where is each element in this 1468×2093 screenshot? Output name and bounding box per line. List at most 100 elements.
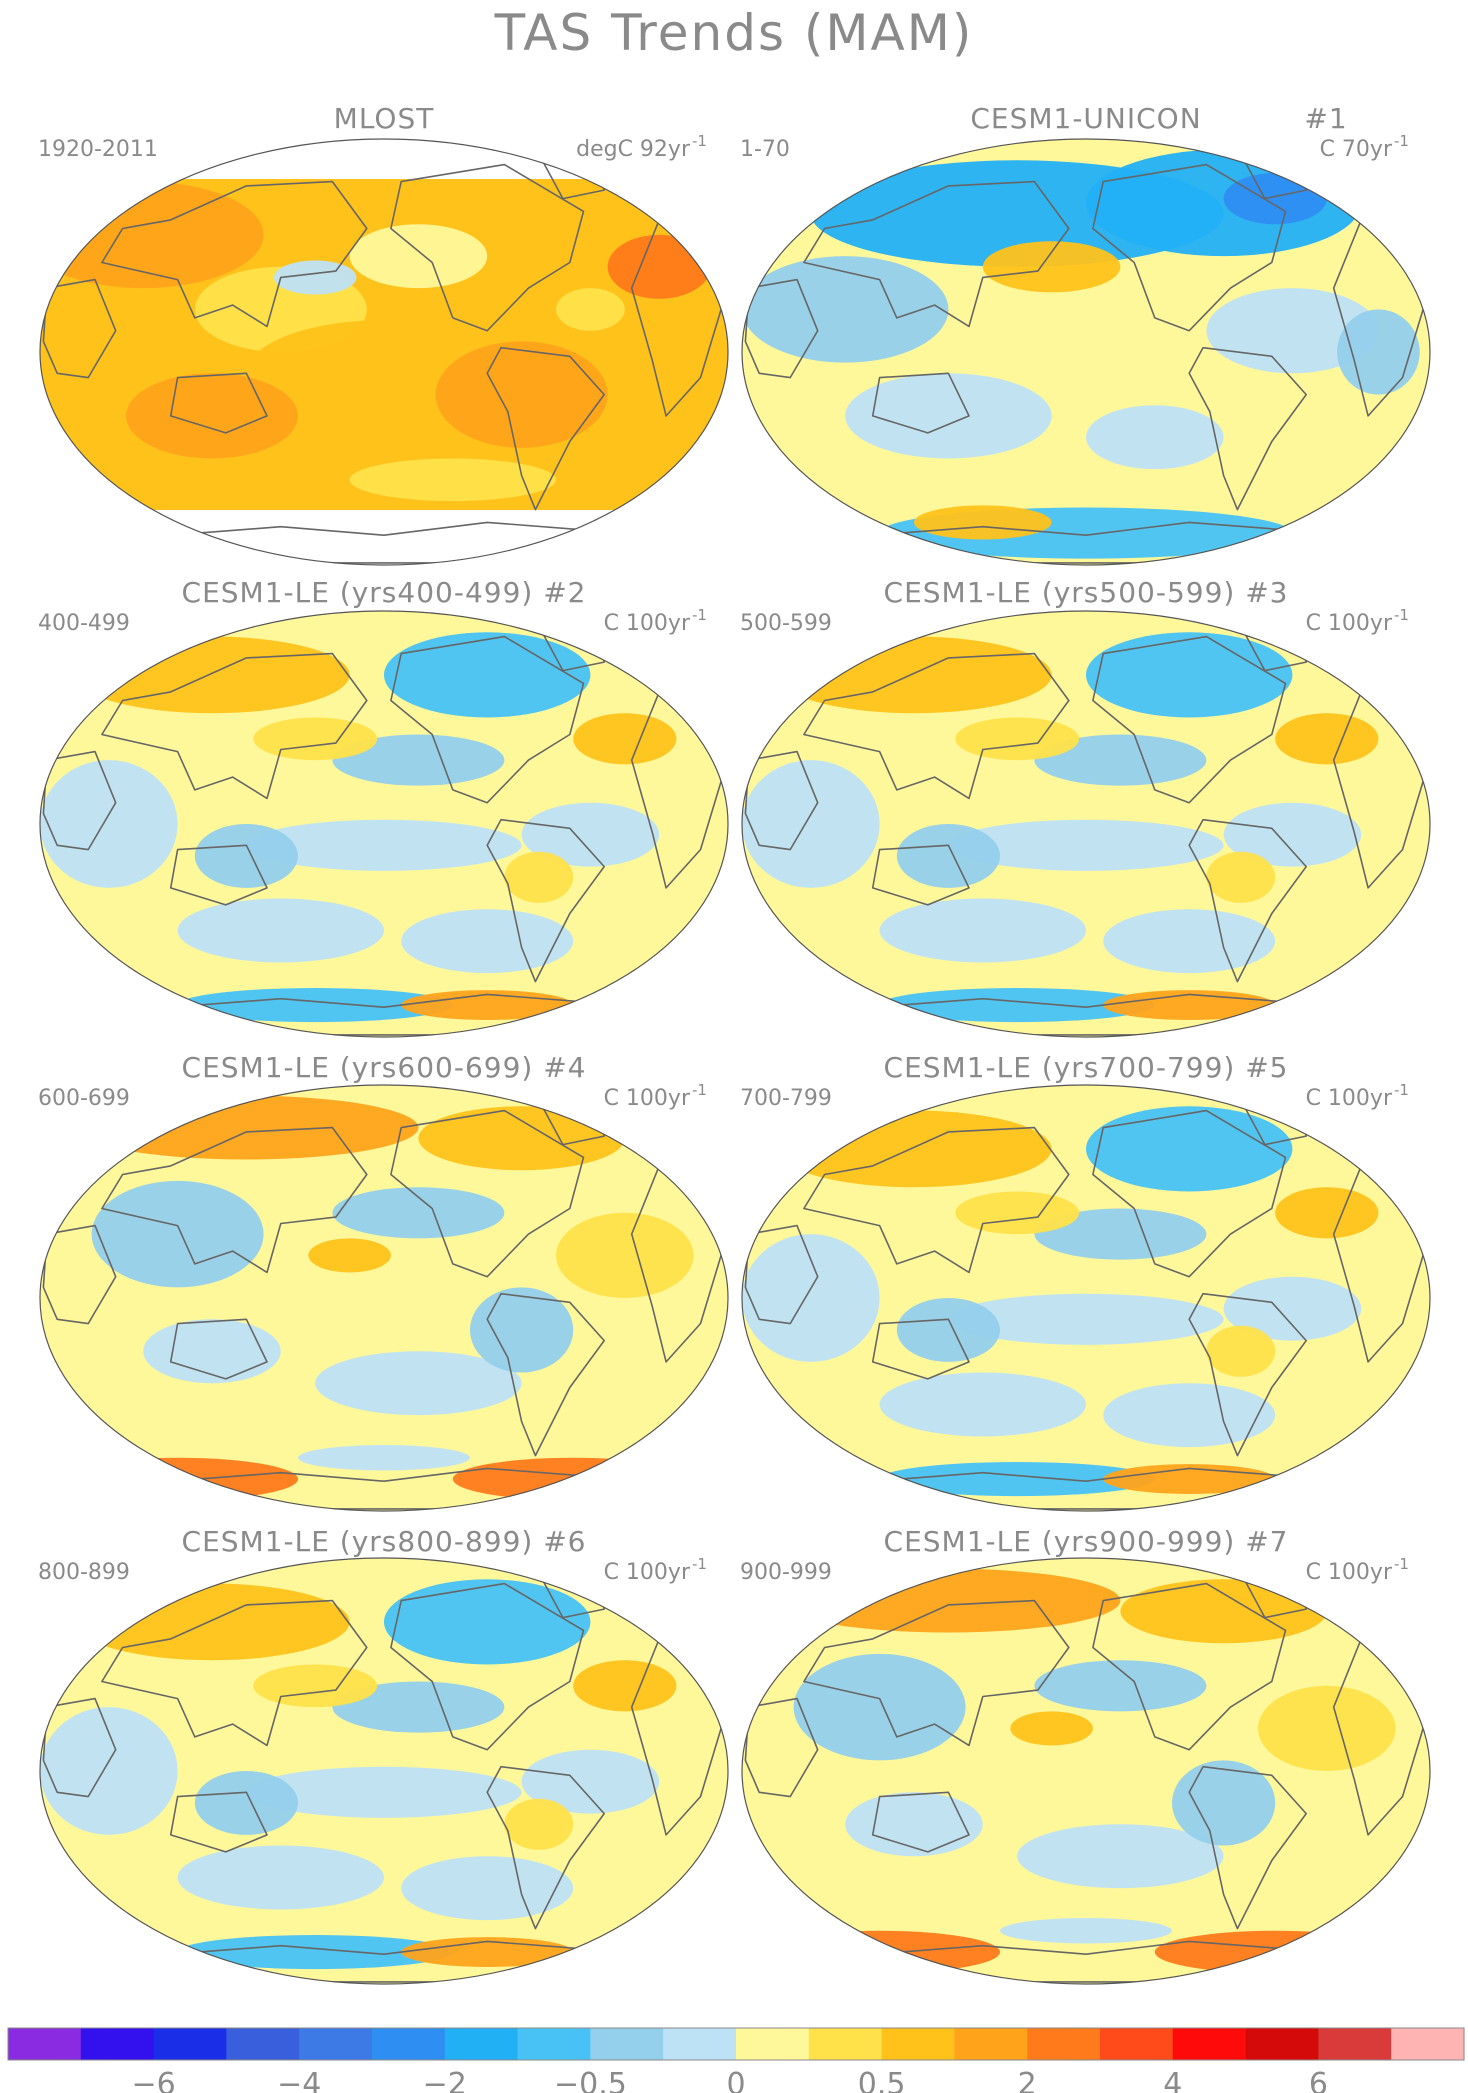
colorbar-tick-label: 4 [1163, 2067, 1182, 2093]
trend-anomaly-region [1206, 1325, 1276, 1377]
panel-period: 900-999 [740, 1560, 832, 1585]
trend-anomaly-region [504, 851, 574, 903]
trend-anomaly-region [742, 256, 949, 363]
trend-anomaly-region [384, 632, 591, 718]
coastline [744, 1224, 819, 1325]
trend-anomaly-region [1120, 1579, 1327, 1644]
colorbar-swatch [1318, 2028, 1392, 2060]
trend-anomaly-region [74, 636, 350, 714]
trend-anomaly-region [435, 341, 608, 448]
colorbar-swatch [372, 2028, 446, 2060]
panel-units-exponent: -1 [1394, 1081, 1409, 1099]
coastline [1188, 1765, 1307, 1930]
trend-anomaly-region [332, 1187, 505, 1239]
trend-anomaly-region [1010, 1711, 1093, 1746]
trend-anomaly-region [504, 1798, 574, 1850]
trend-anomaly-region [1172, 1760, 1276, 1846]
panel-units: C 100yr [604, 1560, 691, 1585]
trend-anomaly-region [521, 1749, 660, 1814]
coastline [1188, 818, 1307, 983]
coastline [169, 1318, 268, 1380]
trend-anomaly-region [177, 1935, 453, 1970]
trend-anomaly-region [349, 458, 556, 502]
panel-units: C 100yr [1306, 1560, 1393, 1585]
coastline [486, 346, 605, 511]
colorbar-swatch [736, 2028, 810, 2060]
panel-units: C 100yr [604, 611, 691, 636]
colorbar-swatch [1245, 2028, 1319, 2060]
trend-anomaly-region [879, 988, 1155, 1023]
colorbar-tick-label: 2 [1018, 2067, 1037, 2093]
trend-anomaly-region [573, 1660, 677, 1712]
missing-data-region [40, 510, 728, 565]
trend-anomaly-region [1223, 173, 1327, 225]
colorbar-swatch [808, 2028, 883, 2060]
coastline [1092, 1109, 1287, 1278]
colorbar-swatch [1391, 2028, 1465, 2060]
panel-units: C 70yr [1320, 137, 1393, 162]
coastline [803, 652, 1070, 800]
coastline [1092, 163, 1287, 332]
trend-anomaly-region [1206, 851, 1276, 903]
colorbar-swatch [1100, 2028, 1174, 2060]
map-outline [741, 1084, 1431, 1512]
trend-anomaly-region [1034, 734, 1207, 786]
panel-number: #1 [1304, 102, 1347, 135]
panel-title: CESM1-LE (yrs800-899) #6 [182, 1525, 587, 1558]
trend-anomaly-region [1086, 405, 1224, 470]
trend-anomaly-region [1103, 909, 1276, 974]
coastline [871, 1791, 970, 1853]
trend-anomaly-region [742, 1234, 880, 1362]
map-outline [741, 610, 1431, 1038]
colorbar-swatch [517, 2028, 591, 2060]
trend-anomaly-region [1103, 1383, 1276, 1448]
trend-anomaly-region [556, 288, 625, 331]
trend-anomaly-region [845, 373, 1052, 459]
coastline [390, 163, 585, 332]
panel-units: C 100yr [604, 1086, 691, 1111]
coastline [803, 1126, 1070, 1274]
panel-period: 600-699 [38, 1086, 130, 1111]
trend-anomaly-region [40, 1707, 178, 1835]
panel-period: 800-899 [38, 1560, 130, 1585]
trend-anomaly-region [879, 1462, 1155, 1497]
trend-anomaly-region [1223, 1276, 1362, 1341]
trend-anomaly-region [879, 1372, 1086, 1437]
trend-anomaly-region [1017, 1824, 1224, 1889]
panel-title: CESM1-LE (yrs400-499) #2 [182, 576, 587, 609]
trend-anomaly-region [1086, 632, 1293, 718]
trend-anomaly-region [879, 898, 1086, 963]
coastline [101, 652, 368, 800]
trend-anomaly-region [845, 1792, 983, 1857]
trend-anomaly-region [955, 1191, 1080, 1235]
trend-anomaly-region [57, 1457, 298, 1501]
map-panel: CESM1-UNICON #1 1-70 C 70yr -1 [740, 102, 1431, 566]
panel-units: C 100yr [1306, 1086, 1393, 1111]
coastline [169, 1791, 268, 1853]
colorbar: −6 −4 −2 −0.5 0 0.5 2 4 6 [7, 2027, 1465, 2093]
map-outline [39, 138, 729, 566]
trend-anomaly-region [1034, 1660, 1207, 1712]
colorbar-swatch [226, 2028, 300, 2060]
trend-anomaly-region [253, 1664, 378, 1708]
trend-anomaly-region [914, 505, 1052, 540]
panel-units-exponent: -1 [692, 1081, 707, 1099]
trend-anomaly-region [349, 224, 488, 289]
trend-anomaly-region [126, 373, 298, 459]
trend-anomaly-region [332, 1681, 505, 1733]
coastline [101, 180, 368, 328]
trend-anomaly-region [1337, 309, 1420, 395]
trend-anomaly-region [896, 1298, 1001, 1362]
panel-units-exponent: -1 [1394, 132, 1409, 150]
coastline [803, 1599, 1070, 1747]
coastline [42, 750, 117, 851]
panel-units-exponent: -1 [692, 1555, 707, 1573]
trend-anomaly-region [74, 1583, 350, 1661]
colorbar-swatch [8, 2028, 82, 2060]
map-panel: CESM1-LE (yrs400-499) #2 400-499 C 100yr -1 [38, 576, 729, 1038]
trend-anomaly-region [955, 717, 1080, 761]
coastline [744, 1697, 819, 1798]
map-panel: CESM1-LE (yrs500-599) #3 500-599 C 100yr -1 [740, 576, 1431, 1038]
trend-anomaly-region [759, 1930, 1000, 1974]
